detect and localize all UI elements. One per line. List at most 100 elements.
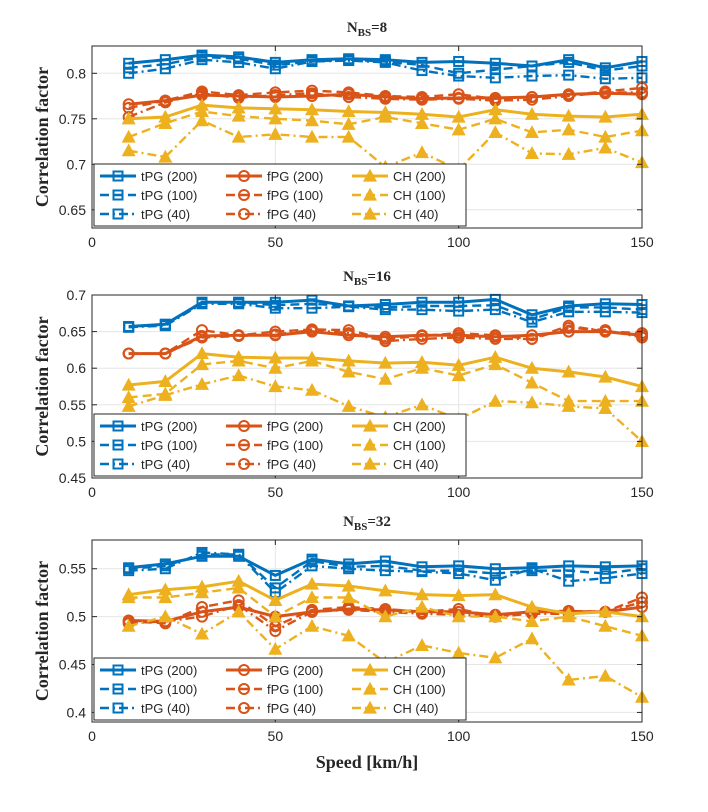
data-point <box>379 565 391 577</box>
data-point <box>268 127 283 140</box>
data-point <box>526 93 538 106</box>
series-tpg-40 <box>123 546 648 599</box>
legend-label: fPG (100) <box>267 682 323 697</box>
legend-label: tPG (100) <box>141 682 197 697</box>
data-point <box>196 546 208 558</box>
legend-label: tPG (100) <box>141 188 197 203</box>
data-point <box>526 329 538 342</box>
legend-swatch-marker <box>238 664 250 676</box>
data-point <box>489 332 502 345</box>
legend-swatch-marker <box>362 206 378 220</box>
data-point <box>341 628 356 642</box>
data-point <box>489 304 501 316</box>
legend-entry: CH (200) <box>352 418 446 434</box>
y-tick-label: 0.45 <box>59 470 86 486</box>
data-point <box>196 331 208 344</box>
series-line <box>128 302 643 329</box>
panels: NBS=80 50 100 1500.650.70.750.8Correlation … <box>32 20 654 744</box>
x-axis-label: Speed [km/h] <box>316 752 419 772</box>
data-point <box>563 575 575 587</box>
data-point <box>598 618 613 632</box>
legend-entry: tPG (100) <box>100 438 197 453</box>
data-point <box>452 331 465 344</box>
legend-entry: fPG (100) <box>226 682 323 697</box>
data-point <box>599 324 612 337</box>
y-axis-label: Correlation factor <box>32 67 52 207</box>
data-point <box>304 382 320 396</box>
data-point <box>416 93 428 106</box>
legend-swatch-marker <box>112 702 124 714</box>
data-point <box>233 548 245 560</box>
data-point <box>341 590 356 604</box>
data-point <box>489 72 501 84</box>
data-point <box>379 335 392 348</box>
legend-entry: CH (40) <box>352 700 439 716</box>
legend-swatch-marker <box>238 208 250 220</box>
data-point <box>563 565 575 577</box>
data-point <box>341 117 356 130</box>
panel-title-main: N <box>343 514 354 530</box>
data-point <box>231 604 246 618</box>
data-point <box>561 609 576 623</box>
legend-label: tPG (100) <box>141 438 197 453</box>
data-point <box>268 641 283 655</box>
data-point <box>158 609 173 623</box>
y-tick-label: 0.5 <box>67 433 87 449</box>
data-point <box>231 353 246 367</box>
data-point <box>304 129 320 143</box>
data-point <box>159 320 171 332</box>
data-point <box>123 565 135 577</box>
data-point <box>196 54 208 66</box>
x-tick-label: 100 <box>447 484 471 500</box>
legend-entry: CH (40) <box>352 206 439 222</box>
data-point <box>416 566 428 578</box>
data-point <box>488 650 503 664</box>
data-point <box>452 88 465 101</box>
data-point <box>378 609 393 623</box>
y-tick-label: 0.7 <box>67 287 87 303</box>
legend: tPG (200) tPG (100) tPG (40) fPG (200) fPG (… <box>93 413 467 477</box>
data-point <box>341 129 356 143</box>
data-point <box>524 106 540 120</box>
data-point <box>526 563 538 575</box>
data-point <box>233 56 245 68</box>
legend-entry: fPG (200) <box>226 419 323 434</box>
data-point <box>598 109 613 123</box>
data-point <box>269 89 282 102</box>
legend-swatch-marker <box>362 187 378 201</box>
legend-label: CH (40) <box>393 457 439 472</box>
data-point <box>379 92 392 105</box>
data-point <box>524 599 540 613</box>
series-tpg-40 <box>123 54 648 85</box>
legend-entry: fPG (100) <box>226 438 323 453</box>
y-axis-label: Correlation factor <box>32 316 52 456</box>
legend-swatch-marker <box>362 700 378 714</box>
legend-label: fPG (40) <box>267 207 316 222</box>
series-line <box>128 301 643 329</box>
panel-title: NBS=8 <box>347 20 387 39</box>
data-point <box>416 304 428 316</box>
legend-swatch-marker <box>112 664 124 676</box>
series-line <box>128 586 643 637</box>
x-tick-label: 0 <box>88 728 96 744</box>
legend-label: tPG (40) <box>141 701 190 716</box>
legend-entry: tPG (40) <box>100 207 190 222</box>
series-ch-200 <box>121 97 650 125</box>
axes-box <box>91 294 643 479</box>
legend-swatch-marker <box>238 458 250 470</box>
data-point <box>268 111 283 125</box>
data-point <box>379 304 391 316</box>
data-point <box>341 104 356 118</box>
data-point <box>452 92 465 105</box>
data-point <box>489 574 501 586</box>
legend-label: CH (100) <box>393 188 446 203</box>
data-point <box>269 569 281 581</box>
legend-entry: tPG (40) <box>100 701 190 716</box>
legend-label: fPG (200) <box>267 663 323 678</box>
series-ch-100 <box>121 353 650 407</box>
data-point <box>561 108 576 122</box>
legend-swatch-marker <box>112 458 124 470</box>
data-point <box>194 357 210 371</box>
x-tick-label: 150 <box>630 234 654 250</box>
panel-title-main: N <box>343 269 354 285</box>
